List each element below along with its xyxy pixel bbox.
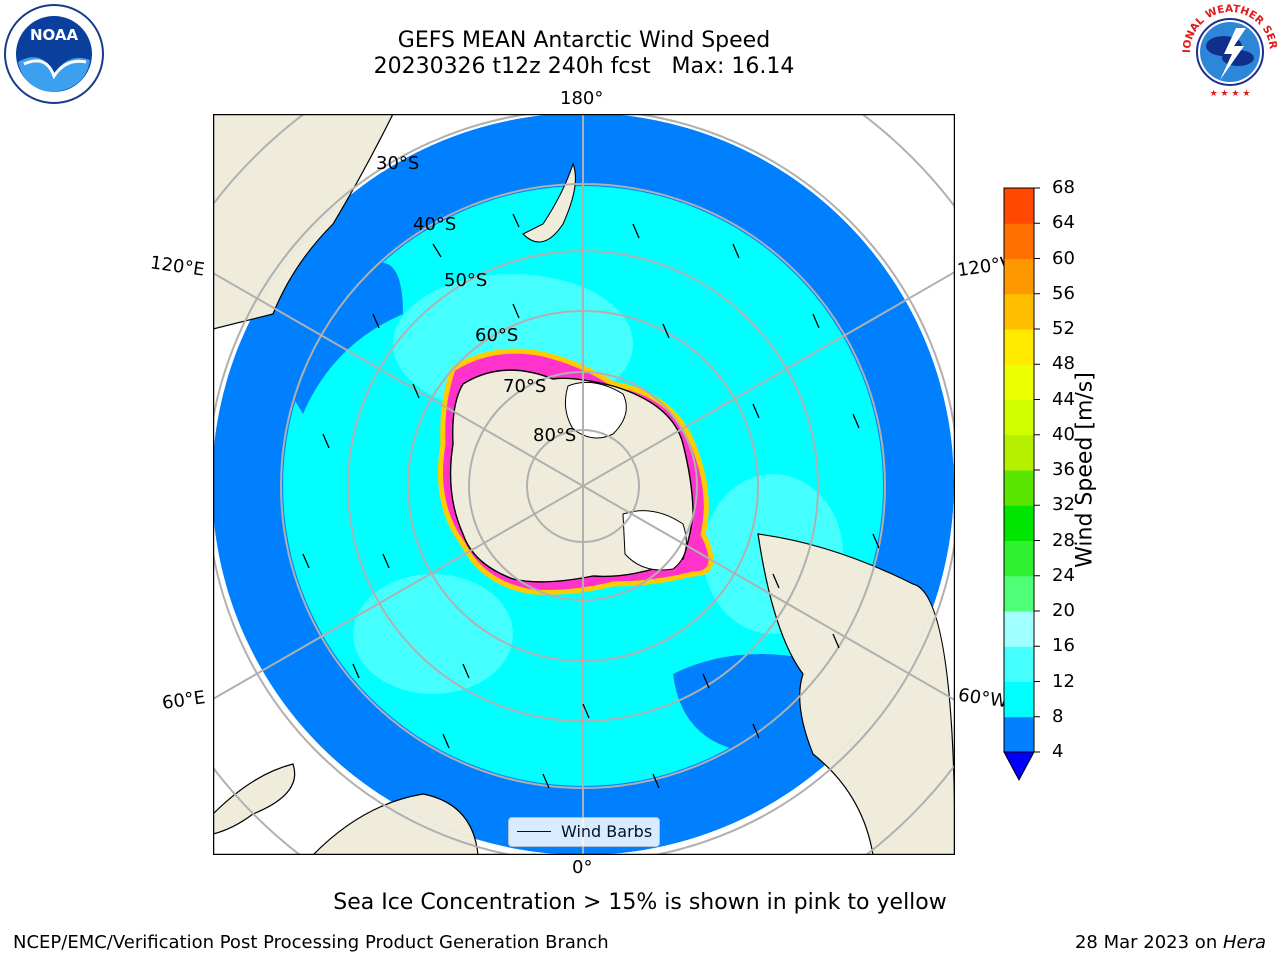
colorbar-segment [1004,646,1034,682]
lat-label-60s: 60°S [475,325,518,346]
footer-machine: Hera [1222,932,1266,953]
colorbar-tick-label: 60 [1052,247,1075,269]
ice-shelf-ross [564,381,627,439]
colorbar-label: Wind Speed [m/s] [1072,372,1098,568]
noaa-logo-text: NOAA [30,26,79,44]
colorbar-segment [1004,329,1034,365]
footer-caption: Sea Ice Concentration > 15% is shown in … [333,890,947,915]
graticule [213,114,955,855]
chart-subtitle: 20230326 t12z 240h fcst Max: 16.14 [373,54,795,79]
lat-label-50s: 50°S [444,270,487,291]
colorbar-tick-label: 12 [1052,670,1075,692]
colorbar [1003,187,1040,782]
colorbar-tick-label: 68 [1052,177,1075,198]
lat-label-30s: 30°S [376,153,419,174]
colorbar-tick-label: 36 [1052,459,1075,480]
map-plot: 30°S 40°S 50°S 60°S 70°S 80°S [213,114,955,855]
footer-date-text: 28 Mar 2023 on [1074,932,1223,953]
lat-label-70s: 70°S [503,376,546,397]
colorbar-segment [1004,716,1034,753]
wind-barbs [302,213,880,789]
colorbar-tick-label: 64 [1052,212,1075,234]
colorbar-tick-label: 4 [1052,741,1064,762]
colorbar-segment [1004,223,1034,259]
colorbar-segment [1004,505,1034,541]
colorbar-segment [1004,470,1034,506]
colorbar-segment [1004,364,1034,400]
colorbar-tick-label: 40 [1052,423,1075,445]
svg-text:★ ★ ★ ★: ★ ★ ★ ★ [1210,89,1251,99]
lon-label-0: 0° [572,857,593,878]
colorbar-tick-label: 56 [1052,282,1075,304]
colorbar-extend-arrow [1003,751,1035,782]
ice-shelf-weddell [622,510,687,571]
lat-label-40s: 40°S [413,214,456,235]
legend: Wind Barbs [508,817,660,847]
colorbar-segment [1004,434,1034,471]
lat-label-80s: 80°S [533,425,576,446]
land-madagascar [213,763,296,835]
colorbar-tick-label: 44 [1052,388,1075,410]
colorbar-segment [1004,188,1034,224]
colorbar-tick-label: 20 [1052,600,1075,621]
nws-logo-icon: NATIONAL WEATHER SERVICE ★ ★ ★ ★ [1176,2,1279,99]
legend-label: Wind Barbs [561,822,653,841]
colorbar-segment [1004,681,1034,718]
colorbar-tick-label: 24 [1052,564,1075,586]
colorbar-segment [1004,293,1034,330]
colorbar-tick-label: 32 [1052,494,1075,516]
colorbar-segment [1004,611,1034,647]
colorbar-tick-label: 8 [1052,705,1064,727]
colorbar-tick-label: 52 [1052,318,1075,339]
colorbar-segment [1004,258,1034,295]
lon-label-120e: 120°E [148,252,206,281]
colorbar-tick-label: 16 [1052,635,1075,657]
land-new-zealand [522,162,576,243]
footer-credit: NCEP/EMC/Verification Post Processing Pr… [13,932,609,953]
wind-barb-legend-icon [517,831,551,833]
lon-label-180: 180° [560,88,604,109]
footer-date: 28 Mar 2023 on Hera [1075,932,1266,953]
chart-title: GEFS MEAN Antarctic Wind Speed [397,28,771,53]
lon-label-60e: 60°E [160,687,207,714]
colorbar-segment [1004,399,1034,436]
noaa-logo-icon: NOAA [4,4,104,104]
colorbar-tick-label: 28 [1052,529,1075,551]
colorbar-segment [1004,575,1034,612]
colorbar-tick-label: 48 [1052,353,1075,375]
colorbar-segment [1004,540,1034,577]
